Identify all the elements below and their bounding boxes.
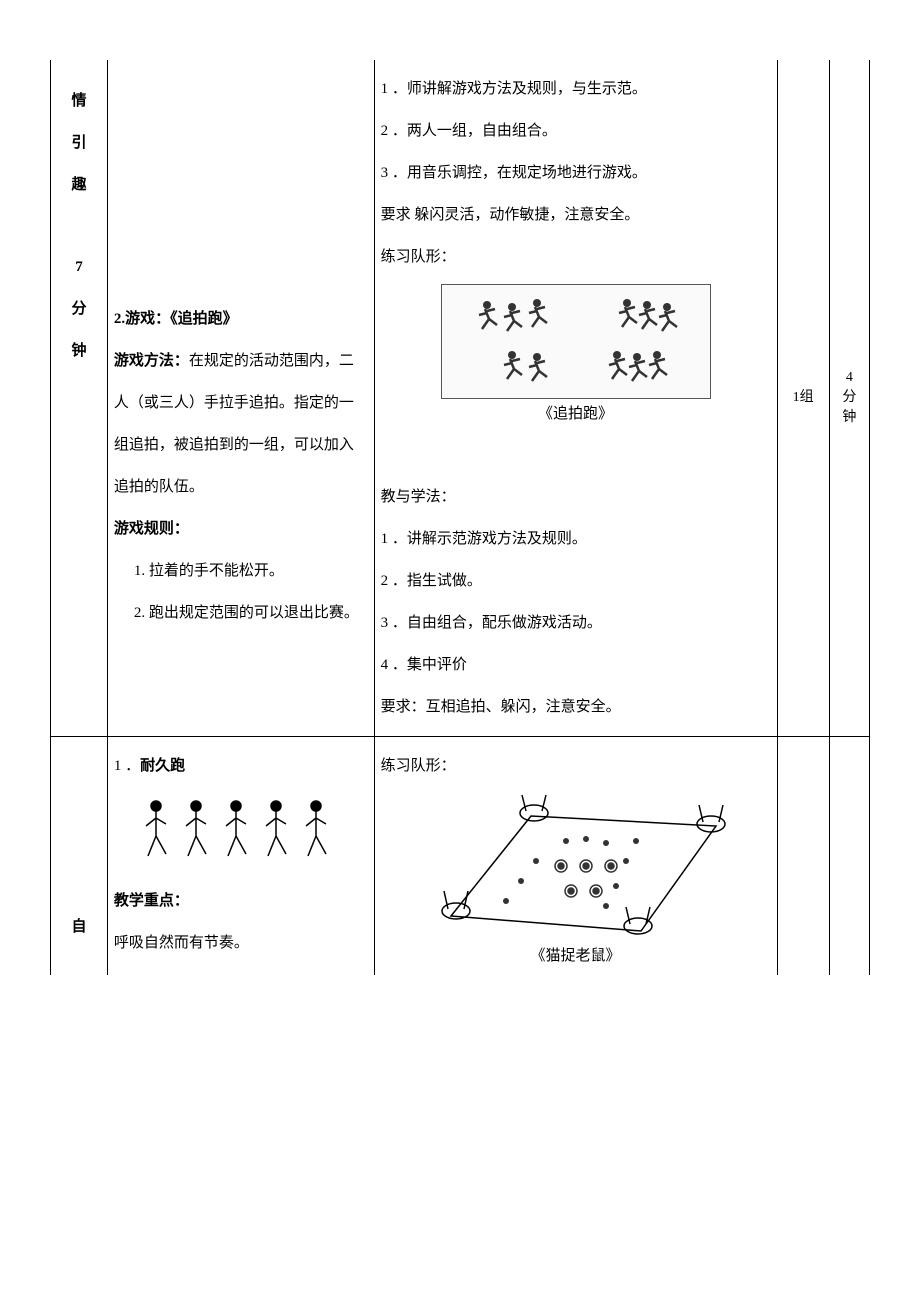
method-cell-1: 1 ．师讲解游戏方法及规则，与生示范。 2 ．两人一组，自由组合。 3 ．用音乐… <box>374 60 777 736</box>
endurance-title-line: 1 ．耐久跑 <box>114 745 368 787</box>
phase-time-char: 钟 <box>57 330 101 372</box>
rule-label: 游戏规则： <box>114 508 368 550</box>
point-text: 呼吸自然而有节奏。 <box>114 922 368 964</box>
phase-char: 情 <box>57 80 101 122</box>
method-text: 在规定的活动范围内，二人（或三人）手拉手追拍。指定的一组追拍，被追拍到的一组，可… <box>114 353 354 495</box>
content-cell-2: 1 ．耐久跑 教学重点： 呼吸自然而有节奏。 <box>107 736 374 975</box>
rule-item-2: 2. 跑出规定范围的可以退出比赛。 <box>114 592 368 634</box>
method-form: 练习队形： <box>381 236 771 278</box>
rule-item-1: 1. 拉着的手不能松开。 <box>114 550 368 592</box>
time-char: 钟 <box>836 408 863 428</box>
chase-illustration <box>441 284 711 399</box>
phase-cell-1: 情 引 趣 7 分 钟 <box>51 60 108 736</box>
phase-char: 引 <box>57 122 101 164</box>
method-p3: 3 ．用音乐调控，在规定场地进行游戏。 <box>381 152 771 194</box>
phase-time-char: 分 <box>57 288 101 330</box>
phase-cell-2: 自 <box>51 736 108 975</box>
content-cell-1: 2.游戏：《追拍跑》 游戏方法：在规定的活动范围内，二人（或三人）手拉手追拍。指… <box>107 60 374 736</box>
point-label: 教学重点： <box>114 880 368 922</box>
game-method: 游戏方法：在规定的活动范围内，二人（或三人）手拉手追拍。指定的一组追拍，被追拍到… <box>114 340 368 508</box>
teach-learn-label: 教与学法： <box>381 476 771 518</box>
time-cell-2 <box>829 736 869 975</box>
chase-caption: 《追拍跑》 <box>381 403 771 426</box>
method-req: 要求 躲闪灵活，动作敏捷，注意安全。 <box>381 194 771 236</box>
tl-2: 2 ．指生试做。 <box>381 560 771 602</box>
phase-char-2: 自 <box>57 906 101 948</box>
court-caption: 《猫捉老鼠》 <box>381 945 771 968</box>
method-cell-2: 练习队形： <box>374 736 777 975</box>
tl-3: 3 ．自由组合，配乐做游戏活动。 <box>381 602 771 644</box>
runners-illustration <box>136 791 346 876</box>
tl-req: 要求：互相追拍、躲闪，注意安全。 <box>381 686 771 728</box>
phase-time-char: 7 <box>57 246 101 288</box>
time-char: 4 <box>836 368 863 388</box>
method-p2: 2 ．两人一组，自由组合。 <box>381 110 771 152</box>
title-num: 1 ． <box>114 758 140 774</box>
form-label-2: 练习队形： <box>381 745 771 787</box>
lesson-plan-table: 情 引 趣 7 分 钟 2.游戏：《追拍跑》 游戏方法：在规定的活动范围内，二人… <box>50 60 870 975</box>
game-line: 2.游戏：《追拍跑》 <box>114 298 368 340</box>
time-cell-1: 4 分 钟 <box>829 60 869 736</box>
game-label: 2.游戏： <box>114 311 170 327</box>
phase-char: 趣 <box>57 164 101 206</box>
tl-4: 4 ．集中评价 <box>381 644 771 686</box>
game-title: 《追拍跑》 <box>170 311 238 327</box>
count-cell-1: 1组 <box>777 60 829 736</box>
court-illustration <box>426 791 726 941</box>
method-label: 游戏方法： <box>114 353 189 369</box>
endurance-title: 耐久跑 <box>140 758 185 774</box>
tl-1: 1 ．讲解示范游戏方法及规则。 <box>381 518 771 560</box>
count-cell-2 <box>777 736 829 975</box>
time-char: 分 <box>836 388 863 408</box>
method-p1: 1 ．师讲解游戏方法及规则，与生示范。 <box>381 68 771 110</box>
